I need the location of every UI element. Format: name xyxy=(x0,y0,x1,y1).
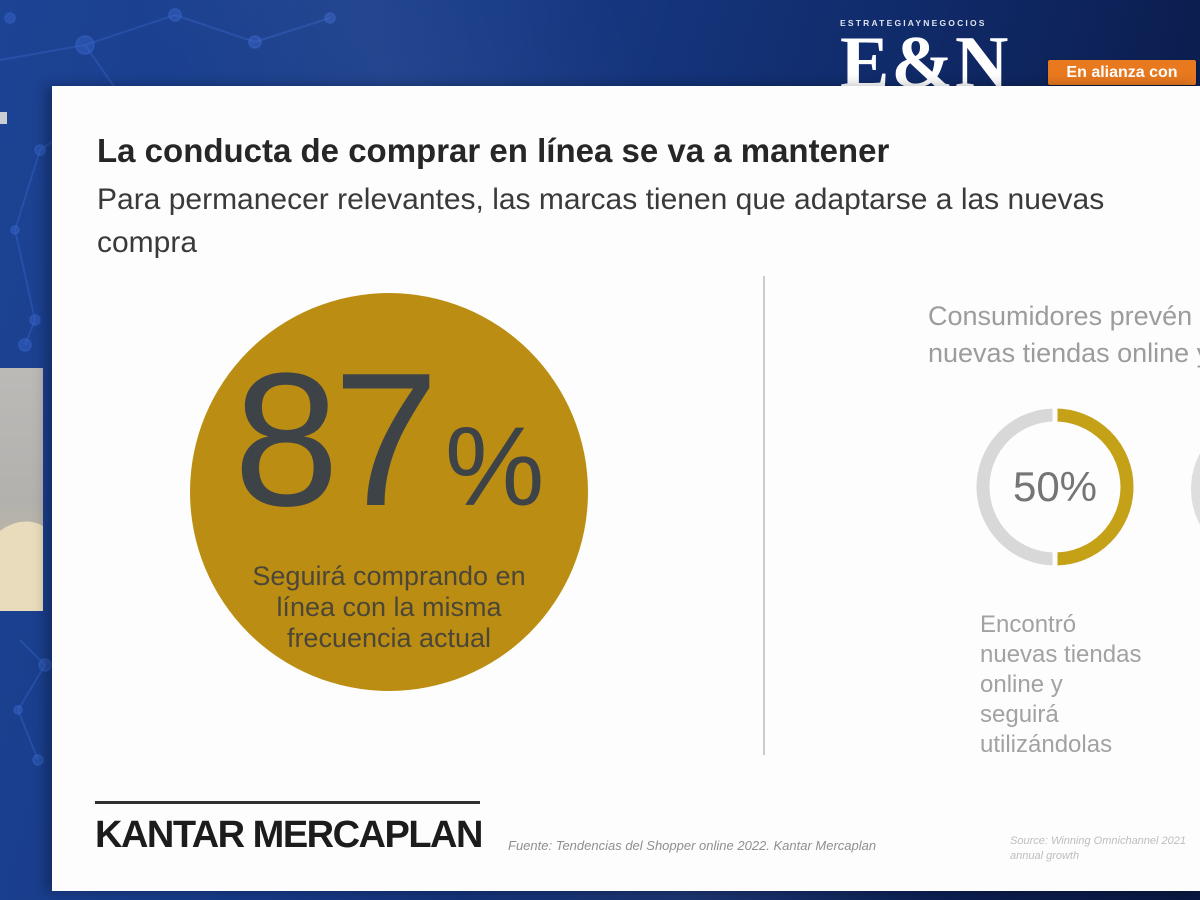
alliance-badge: En alianza con xyxy=(1048,60,1196,85)
stat-caption-line-3: frecuencia actual xyxy=(286,623,492,653)
presenter-silhouette xyxy=(0,509,43,611)
stat-caption-line-2: línea con la misma xyxy=(276,592,502,622)
source-note-left: Fuente: Tendencias del Shopper online 20… xyxy=(508,838,877,853)
donut-caption-line-1: Encontró xyxy=(980,611,1077,638)
stat-number: 87 % xyxy=(190,345,588,535)
donut-caption-line-2: nuevas tiendas xyxy=(980,641,1142,668)
right-heading-line-2: nuevas tiendas online y xyxy=(928,338,1200,368)
source-right-line-2: annual growth xyxy=(1010,850,1080,862)
footer-divider-line xyxy=(95,801,480,804)
donut-caption-line-5: utilizándolas xyxy=(980,731,1113,758)
donut-chart xyxy=(973,405,1137,569)
slide-subtitle: Para permanecer relevantes, las marcas t… xyxy=(97,178,1104,264)
source-right-line-1: Source: Winning Omnichannel 2021 xyxy=(1010,835,1187,847)
right-heading-line-1: Consumidores prevén xyxy=(928,301,1193,331)
donut-caption-line-4: seguirá xyxy=(980,701,1059,728)
stat-caption: Seguirá comprando en línea con la misma … xyxy=(190,561,588,654)
right-panel-heading: Consumidores prevén nuevas tiendas onlin… xyxy=(928,298,1200,372)
webcam-sliver xyxy=(0,368,43,611)
donut-svg xyxy=(976,407,1134,567)
stat-caption-line-1: Seguirá comprando en xyxy=(252,561,526,591)
clipped-second-donut xyxy=(1191,414,1200,564)
stat-circle-87: 87 % Seguirá comprando en línea con la m… xyxy=(190,293,588,691)
slide-subtitle-line-2: compra xyxy=(97,226,198,259)
slide-subtitle-line-1: Para permanecer relevantes, las marcas t… xyxy=(97,183,1105,216)
stat-value: 87 xyxy=(233,334,439,546)
source-note-right: Source: Winning Omnichannel 2021 annual … xyxy=(1010,834,1186,864)
donut-center-label: 50% xyxy=(1012,463,1098,510)
donut-caption-line-3: online y xyxy=(980,671,1063,698)
donut-caption: Encontró nuevas tiendas online y seguirá… xyxy=(980,610,1141,760)
vertical-divider xyxy=(763,276,765,755)
clipped-ui-chip xyxy=(0,112,7,124)
slide-title: La conducta de comprar en línea se va a … xyxy=(97,132,890,169)
brand-small-text: ESTRATEGIAYNEGOCIOS xyxy=(840,18,987,28)
stat-percent-sign: % xyxy=(444,404,545,529)
kantar-mercaplan-logo: KANTAR MERCAPLAN xyxy=(95,814,483,856)
presentation-slide: La conducta de comprar en línea se va a … xyxy=(52,86,1200,891)
